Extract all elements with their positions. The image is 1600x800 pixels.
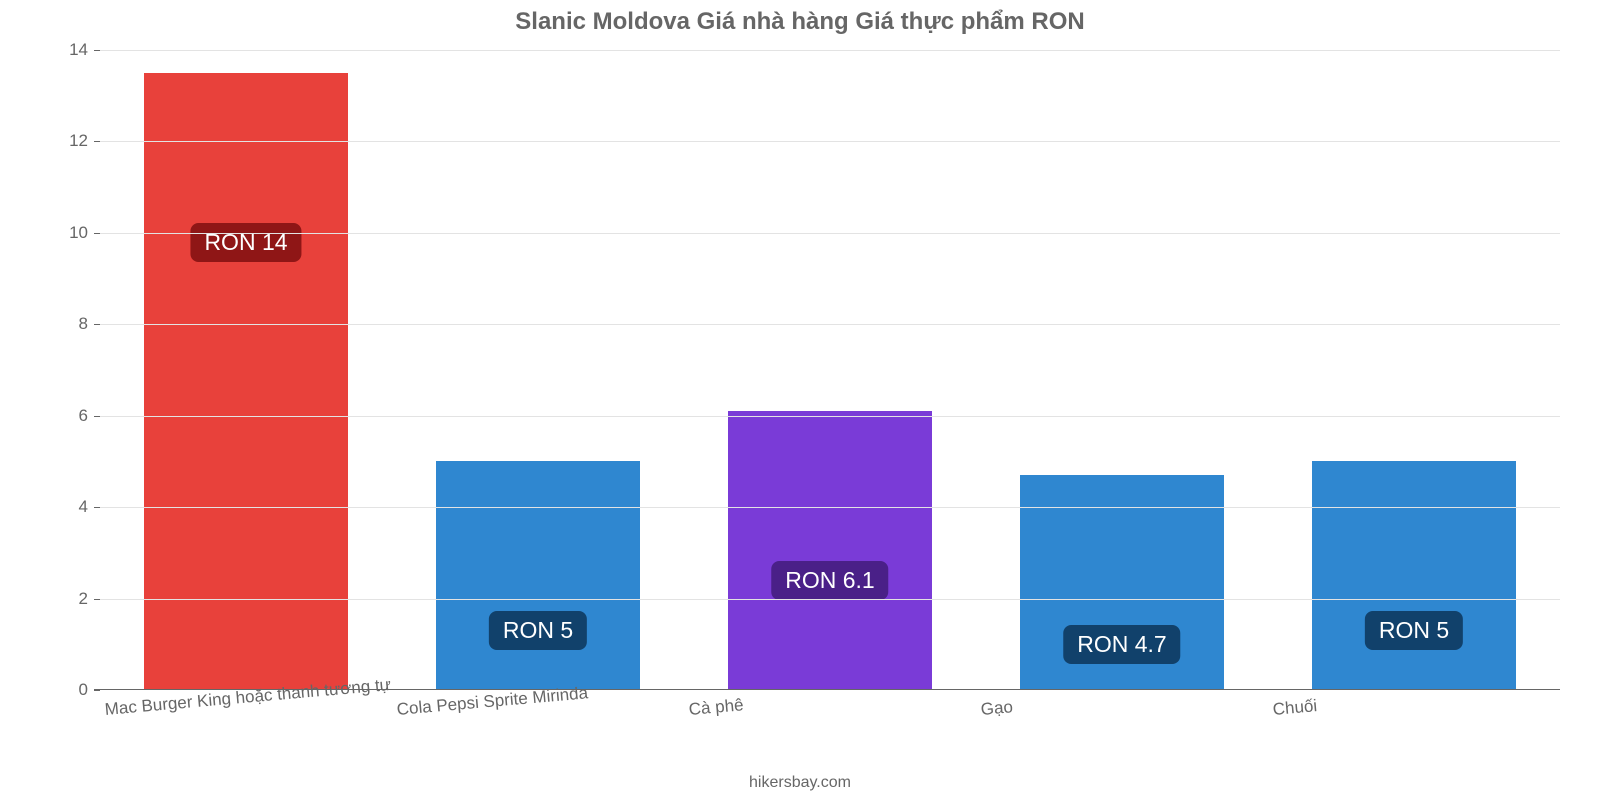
- xtick-label: Chuối: [1272, 696, 1318, 720]
- ytick-label: 8: [79, 314, 100, 334]
- bar: RON 6.1: [728, 411, 932, 690]
- bar: RON 5: [1312, 461, 1516, 690]
- gridline: [100, 233, 1560, 234]
- gridline: [100, 507, 1560, 508]
- ytick-label: 6: [79, 406, 100, 426]
- chart-title: Slanic Moldova Giá nhà hàng Giá thực phẩ…: [0, 8, 1600, 36]
- bar: RON 14: [144, 73, 348, 690]
- xtick-label: Cà phê: [688, 695, 744, 720]
- value-badge: RON 5: [489, 611, 587, 650]
- gridline: [100, 599, 1560, 600]
- value-badge: RON 5: [1365, 611, 1463, 650]
- bars-container: RON 14 RON 5 RON 6.1 RON 4.7 RON 5: [100, 50, 1560, 690]
- ytick-label: 10: [69, 223, 100, 243]
- value-badge: RON 6.1: [771, 561, 888, 600]
- xtick-label: Gạo: [980, 697, 1014, 720]
- ytick-label: 4: [79, 497, 100, 517]
- gridline: [100, 324, 1560, 325]
- ytick-label: 12: [69, 131, 100, 151]
- value-badge: RON 4.7: [1063, 625, 1180, 664]
- gridline: [100, 50, 1560, 51]
- attribution: hikersbay.com: [0, 774, 1600, 792]
- bar: RON 5: [436, 461, 640, 690]
- bar-chart: Slanic Moldova Giá nhà hàng Giá thực phẩ…: [0, 0, 1600, 800]
- ytick-label: 14: [69, 40, 100, 60]
- gridline: [100, 416, 1560, 417]
- gridline: [100, 141, 1560, 142]
- ytick-label: 2: [79, 589, 100, 609]
- ytick-label: 0: [79, 680, 100, 700]
- value-badge: RON 14: [190, 223, 301, 262]
- plot-area: RON 14RON 5RON 6.1RON 4.7RON 5 024681012…: [100, 50, 1560, 690]
